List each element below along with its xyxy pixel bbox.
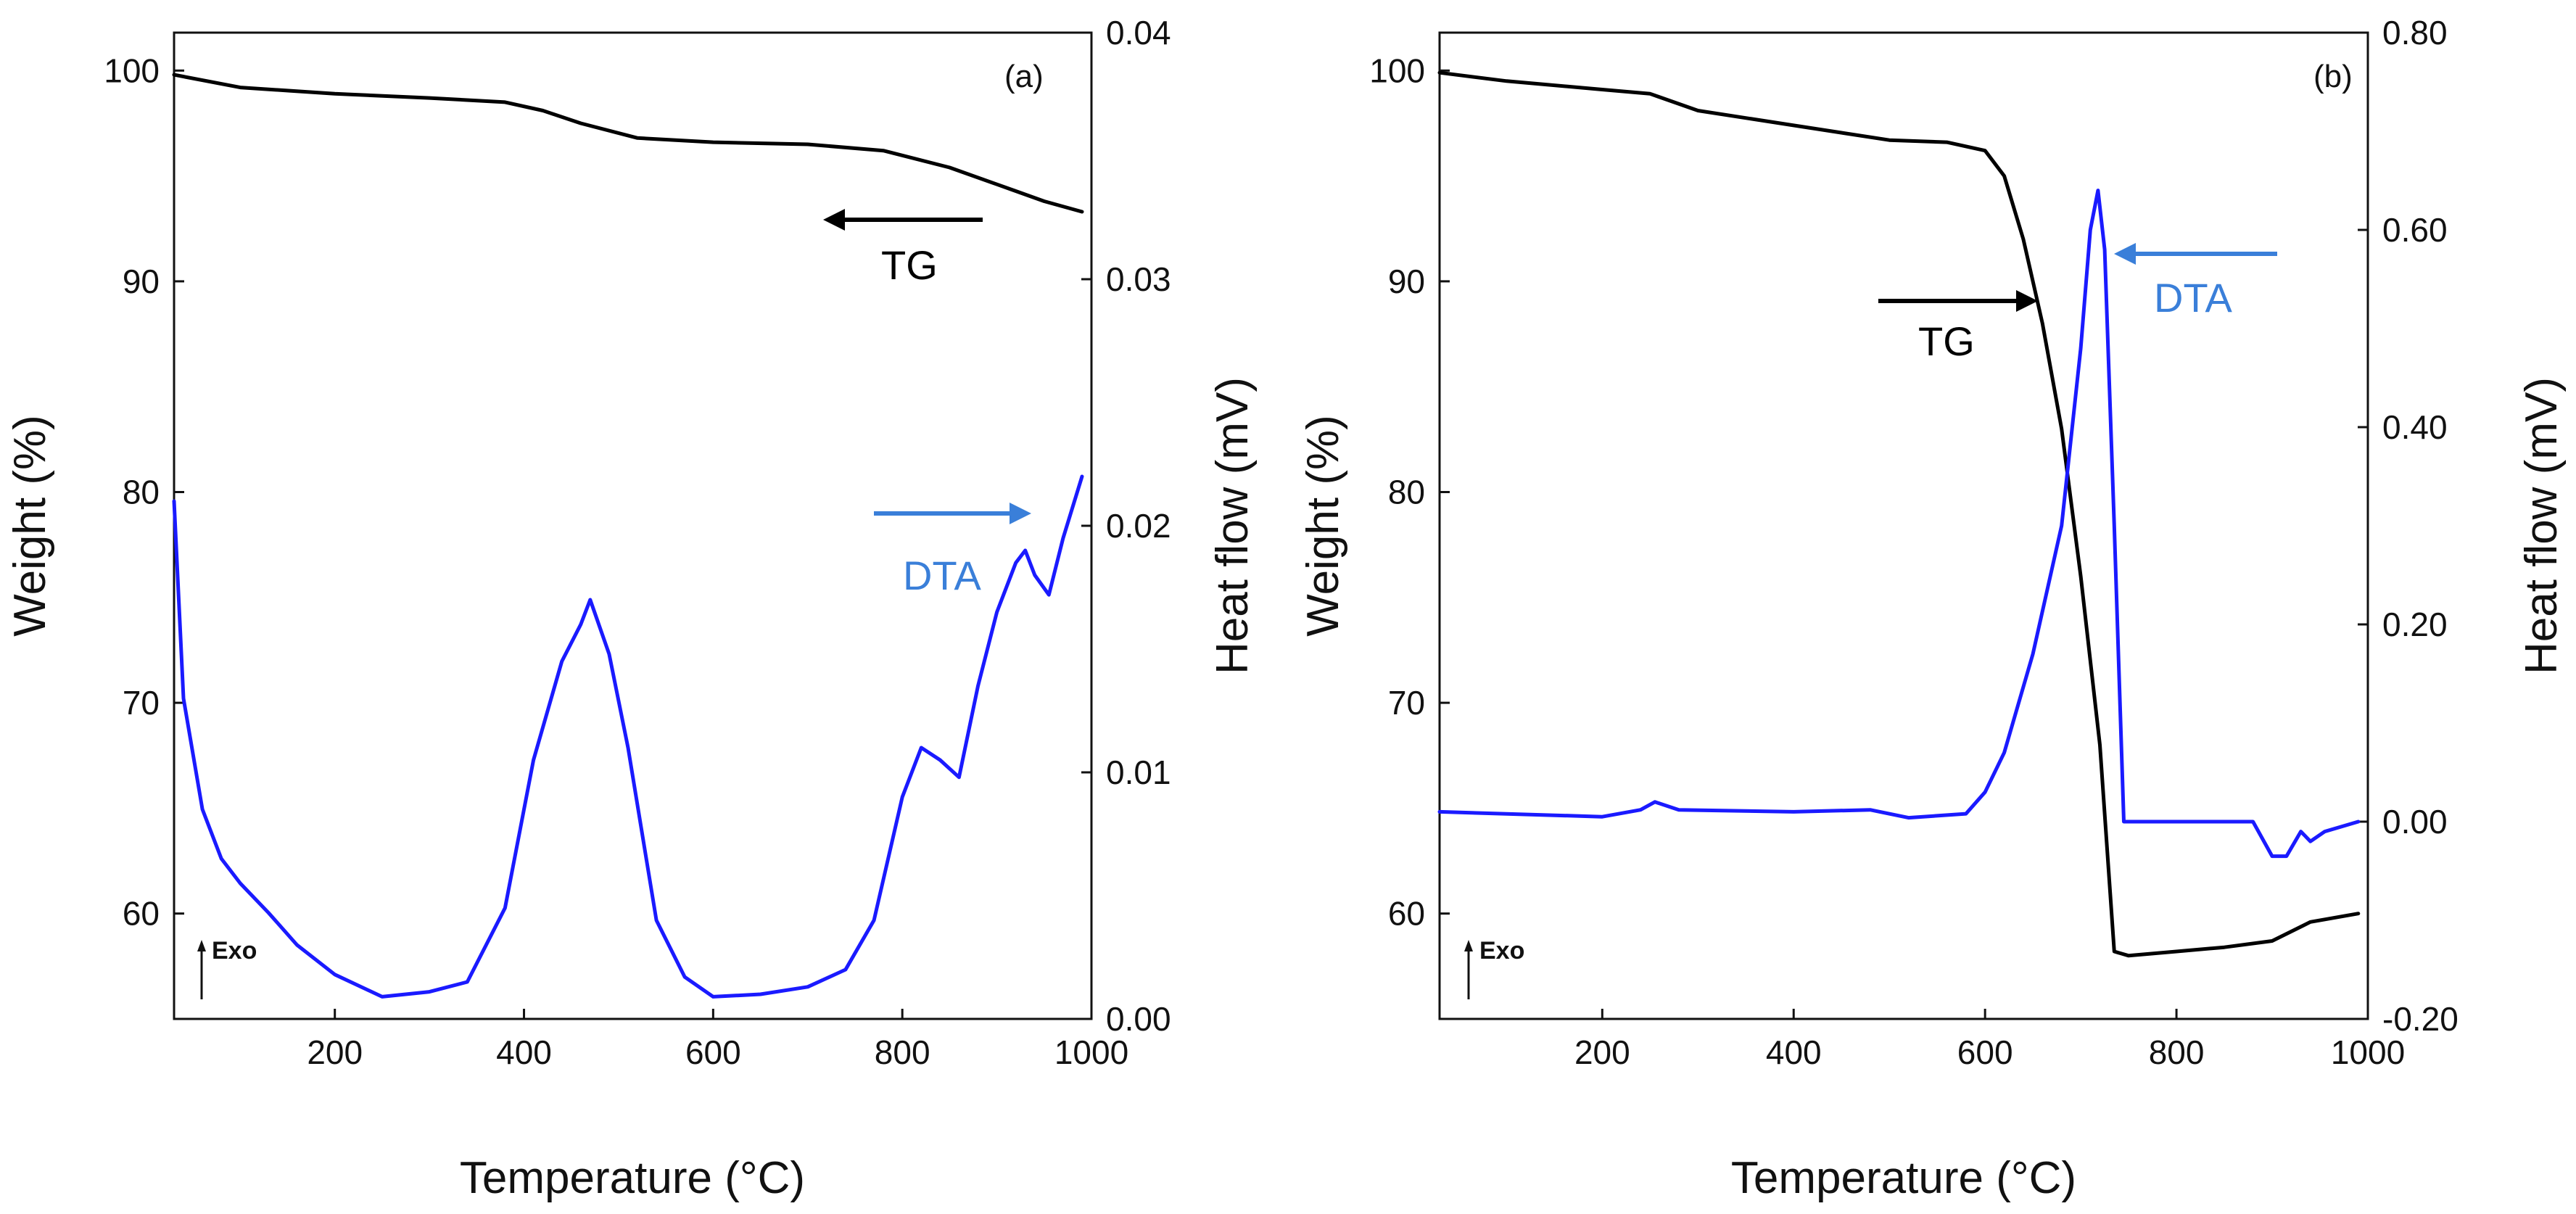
panel-a-tg-arrowhead bbox=[823, 209, 845, 231]
panel-a-xtick-label: 200 bbox=[307, 1033, 363, 1071]
panel-a-ytick-right-label: 0.04 bbox=[1106, 14, 1171, 51]
panel-b-xlabel: Temperature (°C) bbox=[1731, 1153, 2076, 1203]
panel-b-ylabel-left: Weight (%) bbox=[1298, 415, 1348, 637]
panel-a-ytick-left-label: 70 bbox=[123, 684, 160, 722]
panel-b-ytick-left-label: 80 bbox=[1388, 474, 1425, 511]
panel-a-xtick-label: 600 bbox=[685, 1033, 741, 1071]
panel-a-ylabel-right: Heat flow (mV) bbox=[1208, 377, 1258, 674]
panel-a-ytick-left-label: 90 bbox=[123, 263, 160, 300]
panel-b-series bbox=[1437, 70, 2361, 958]
panel-a: 200 400 600 800 1000 60 70 80 90 100 0.00 0.01 0.02 0… bbox=[5, 14, 1258, 1203]
panel-b-exo-label: Exo bbox=[1479, 937, 1524, 965]
panel-b: 200 400 600 800 1000 60 70 80 90 100 -0.20 0.00 0.20… bbox=[1298, 14, 2567, 1203]
panel-b-ytick-right-label: 0.20 bbox=[2382, 606, 2448, 643]
panel-a-label: (a) bbox=[1004, 59, 1044, 94]
panel-b-tg-label: TG bbox=[1918, 318, 1975, 364]
panel-a-xlabel: Temperature (°C) bbox=[460, 1153, 805, 1203]
panel-a-ytick-right-label: 0.00 bbox=[1106, 1000, 1171, 1038]
panel-a-xtick-label: 1000 bbox=[1054, 1033, 1128, 1071]
panel-a-exo-label: Exo bbox=[212, 937, 257, 965]
panel-b-tg-arrowhead bbox=[2016, 290, 2038, 312]
panel-b-xtick-label: 600 bbox=[1957, 1033, 2013, 1071]
panel-b-xtick-label: 200 bbox=[1574, 1033, 1630, 1071]
panel-a-series-tg-line bbox=[172, 73, 1084, 214]
panel-a-xtick-label: 800 bbox=[875, 1033, 930, 1071]
panel-b-xtick-label: 400 bbox=[1766, 1033, 1822, 1071]
panel-a-dta-arrowhead bbox=[1010, 503, 1031, 524]
panel-b-label: (b) bbox=[2313, 59, 2353, 94]
panel-b-xtick-label: 1000 bbox=[2331, 1033, 2405, 1071]
panel-b-ytick-left-label: 70 bbox=[1388, 684, 1425, 722]
panel-b-ytick-left-label: 100 bbox=[1369, 51, 1425, 89]
panel-b-series-tg-line bbox=[1437, 70, 2361, 958]
panel-b-ticks: 200 400 600 800 1000 60 70 80 90 100 -0.20 0.00 0.20… bbox=[1369, 14, 2459, 1071]
panel-a-ytick-left-label: 80 bbox=[123, 474, 160, 511]
panel-a-series-dta-line bbox=[172, 474, 1084, 999]
panel-a-plot-frame bbox=[173, 31, 1093, 1020]
panel-b-plot-frame bbox=[1438, 31, 2369, 1020]
panel-b-ytick-right-label: 0.80 bbox=[2382, 14, 2448, 51]
panel-b-ylabel-right: Heat flow (mV) bbox=[2517, 377, 2567, 674]
panel-a-ytick-right-label: 0.01 bbox=[1106, 753, 1171, 791]
panel-a-exo-arrowhead bbox=[197, 940, 206, 951]
panel-a-series bbox=[172, 73, 1084, 999]
panel-b-ytick-right-label: -0.20 bbox=[2382, 1000, 2459, 1038]
panel-a-ticks: 200 400 600 800 1000 60 70 80 90 100 0.00 0.01 0.02 0… bbox=[104, 14, 1171, 1071]
panel-a-ylabel-left: Weight (%) bbox=[5, 415, 55, 637]
panel-b-exo-arrowhead bbox=[1464, 940, 1473, 951]
panel-b-ytick-right-label: 0.40 bbox=[2382, 408, 2448, 446]
panel-b-ytick-left-label: 60 bbox=[1388, 895, 1425, 933]
panel-a-ytick-right-label: 0.02 bbox=[1106, 507, 1171, 545]
panel-b-ytick-left-label: 90 bbox=[1388, 263, 1425, 300]
panel-a-ytick-left-label: 100 bbox=[104, 51, 160, 89]
panel-a-xtick-label: 400 bbox=[496, 1033, 552, 1071]
panel-a-ytick-right-label: 0.03 bbox=[1106, 260, 1171, 298]
panel-a-ytick-left-label: 60 bbox=[123, 895, 160, 933]
panel-a-tg-label: TG bbox=[881, 242, 938, 288]
panel-a-dta-label: DTA bbox=[903, 553, 981, 598]
panel-b-ytick-right-label: 0.00 bbox=[2382, 803, 2448, 841]
panel-b-series-dta-line bbox=[1437, 189, 2361, 859]
panel-b-dta-arrowhead bbox=[2114, 243, 2136, 265]
panel-b-xtick-label: 800 bbox=[2149, 1033, 2205, 1071]
panel-b-ytick-right-label: 0.60 bbox=[2382, 211, 2448, 249]
panel-b-dta-label: DTA bbox=[2154, 275, 2232, 321]
